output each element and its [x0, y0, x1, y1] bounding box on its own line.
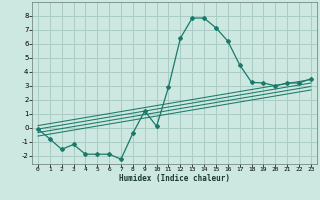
X-axis label: Humidex (Indice chaleur): Humidex (Indice chaleur): [119, 174, 230, 183]
